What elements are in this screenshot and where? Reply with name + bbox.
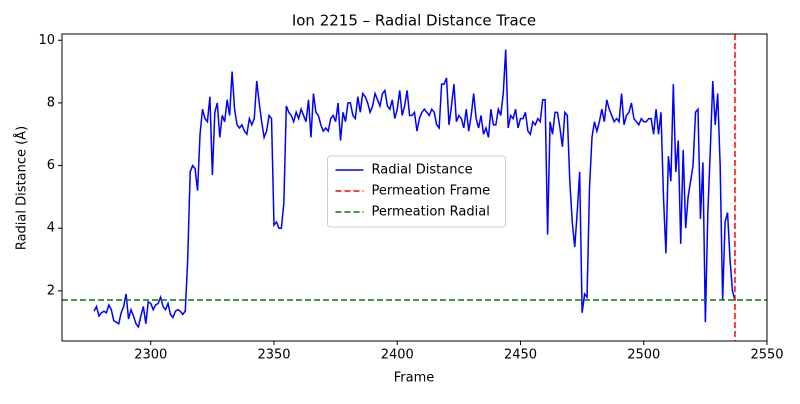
x-tick-label: 2400: [381, 348, 414, 363]
legend-label: Radial Distance: [372, 163, 473, 178]
y-axis-label: Radial Distance (Å): [14, 126, 30, 250]
x-tick-label: 2450: [504, 348, 537, 363]
x-tick-label: 2300: [134, 348, 167, 363]
legend-label: Permeation Frame: [372, 184, 491, 199]
y-tick-label: 8: [47, 95, 55, 110]
legend-box: [327, 155, 506, 228]
x-tick-label: 2350: [257, 348, 290, 363]
y-tick-label: 10: [38, 33, 55, 48]
y-tick-label: 2: [47, 283, 55, 298]
y-tick-label: 6: [47, 158, 55, 173]
plot-frame: [61, 33, 768, 342]
x-tick-label: 2550: [750, 348, 783, 363]
data-line: [93, 49, 736, 329]
x-tick-label: 2500: [627, 348, 660, 363]
chart-title: Ion 2215 – Radial Distance Trace: [292, 12, 536, 30]
x-axis-label: Frame: [394, 371, 435, 386]
legend-label: Permeation Radial: [372, 205, 490, 220]
y-tick-label: 4: [47, 221, 55, 236]
